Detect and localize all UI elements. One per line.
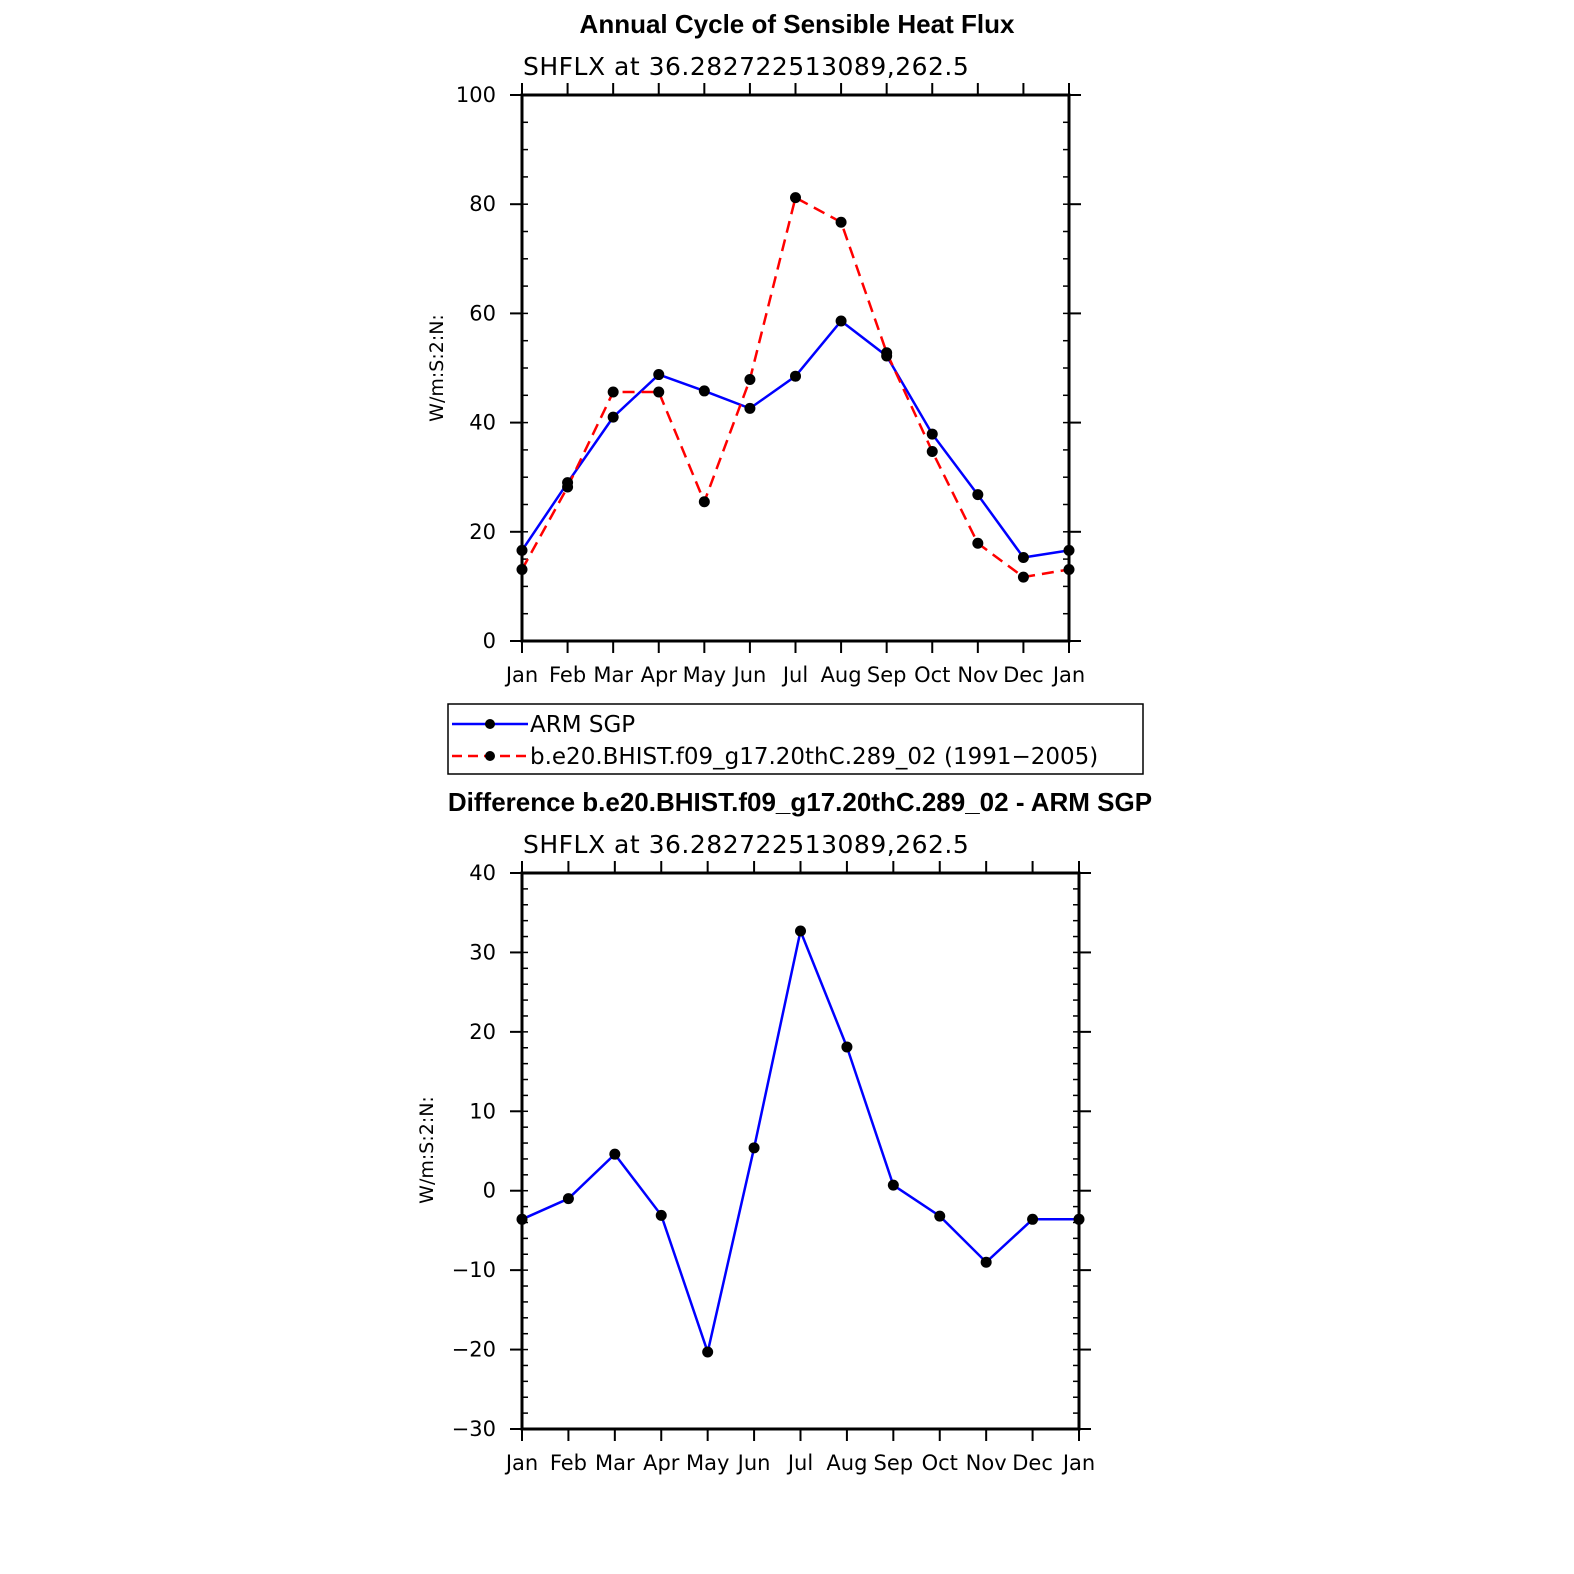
data-point-s0-1 bbox=[562, 1193, 574, 1205]
data-point-s1-2 bbox=[607, 386, 619, 398]
data-point-s0-4 bbox=[698, 385, 710, 397]
data-point-s0-12 bbox=[1063, 544, 1075, 556]
data-point-s1-1 bbox=[562, 481, 574, 493]
data-point-s1-7 bbox=[835, 216, 847, 228]
x-tick-label: Jan bbox=[504, 1451, 538, 1475]
x-tick-label: Apr bbox=[643, 1451, 680, 1475]
data-point-s0-10 bbox=[980, 1256, 992, 1268]
legend: ARM SGP b.e20.BHIST.f09_g17.20thC.289_02… bbox=[447, 703, 1144, 775]
annual-cycle-chart: Annual Cycle of Sensible Heat Flux SHFLX… bbox=[426, 9, 1085, 687]
x-tick-label: Jun bbox=[732, 663, 767, 687]
data-point-s0-4 bbox=[702, 1346, 714, 1358]
chart-subtitle: SHFLX at 36.282722513089,262.5 bbox=[523, 52, 969, 81]
x-tick-label: Oct bbox=[914, 663, 950, 687]
x-tick-label: Mar bbox=[595, 1451, 635, 1475]
y-tick-label: 60 bbox=[469, 301, 496, 325]
x-tick-label: Jun bbox=[736, 1451, 771, 1475]
difference-chart: Difference b.e20.BHIST.f09_g17.20thC.289… bbox=[416, 787, 1152, 1475]
data-point-s1-6 bbox=[790, 192, 801, 204]
x-tick-label: Jan bbox=[504, 663, 538, 687]
y-tick-label: 0 bbox=[483, 1179, 496, 1203]
x-tick-label: Jul bbox=[786, 1451, 813, 1475]
x-tick-label: Jul bbox=[781, 663, 808, 687]
data-point-s1-11 bbox=[1017, 571, 1029, 583]
data-point-s0-3 bbox=[653, 369, 665, 381]
y-tick-label: 0 bbox=[483, 629, 496, 653]
x-tick-label: Sep bbox=[874, 1451, 914, 1475]
data-point-s0-6 bbox=[795, 925, 806, 937]
x-tick-label: Feb bbox=[550, 1451, 587, 1475]
data-point-s1-5 bbox=[744, 373, 756, 385]
data-point-s0-8 bbox=[887, 1179, 899, 1191]
y-axis-label: W/m:S:2:N: bbox=[426, 314, 448, 422]
legend-box bbox=[447, 703, 1144, 775]
x-tick-label: Nov bbox=[966, 1451, 1007, 1475]
data-point-s0-2 bbox=[609, 1148, 621, 1160]
y-axis-label: W/m:S:2:N: bbox=[416, 1096, 438, 1204]
data-point-s0-10 bbox=[972, 489, 984, 501]
y-tick-label: 80 bbox=[469, 192, 496, 216]
y-tick-label: −20 bbox=[452, 1338, 496, 1362]
chart-title: Annual Cycle of Sensible Heat Flux bbox=[580, 9, 1015, 39]
x-tick-label: May bbox=[686, 1451, 729, 1475]
legend-marker-arm bbox=[485, 719, 495, 729]
data-point-s0-7 bbox=[835, 315, 847, 327]
y-tick-label: 40 bbox=[469, 411, 496, 435]
data-point-s0-5 bbox=[748, 1142, 760, 1154]
series-line-0 bbox=[520, 319, 1070, 559]
x-tick-label: Mar bbox=[593, 663, 633, 687]
chart-title: Difference b.e20.BHIST.f09_g17.20thC.289… bbox=[448, 787, 1152, 817]
x-tick-label: Aug bbox=[821, 663, 862, 687]
data-point-s0-11 bbox=[1027, 1213, 1039, 1225]
data-point-s0-5 bbox=[744, 402, 756, 414]
y-tick-label: 30 bbox=[469, 940, 496, 964]
data-point-s1-0 bbox=[516, 563, 528, 575]
legend-label-arm: ARM SGP bbox=[530, 712, 635, 738]
x-tick-label: Aug bbox=[826, 1451, 867, 1475]
data-point-s0-9 bbox=[934, 1210, 946, 1222]
x-tick-label: Oct bbox=[922, 1451, 958, 1475]
data-point-s0-9 bbox=[926, 428, 938, 440]
data-point-s1-12 bbox=[1063, 563, 1075, 575]
series-line-1 bbox=[520, 195, 1070, 579]
y-tick-label: 20 bbox=[469, 520, 496, 544]
data-point-s0-0 bbox=[516, 544, 528, 556]
y-tick-label: 100 bbox=[456, 83, 496, 107]
legend-marker-model bbox=[485, 751, 495, 761]
x-tick-label: Dec bbox=[1003, 663, 1044, 687]
data-point-s0-11 bbox=[1017, 551, 1029, 563]
plot-frame bbox=[520, 871, 1081, 1431]
data-point-s1-10 bbox=[972, 537, 984, 549]
y-tick-label: 10 bbox=[469, 1099, 496, 1123]
series-line-0 bbox=[521, 926, 1079, 1357]
plot-frame bbox=[520, 93, 1071, 643]
legend-label-model: b.e20.BHIST.f09_g17.20thC.289_02 (1991−2… bbox=[530, 744, 1098, 770]
data-point-s0-6 bbox=[790, 370, 801, 382]
data-point-s1-3 bbox=[653, 386, 665, 398]
chart-subtitle: SHFLX at 36.282722513089,262.5 bbox=[523, 830, 969, 859]
y-tick-label: 20 bbox=[469, 1020, 496, 1044]
y-tick-label: −30 bbox=[452, 1417, 496, 1441]
x-tick-label: Apr bbox=[641, 663, 678, 687]
x-tick-label: May bbox=[683, 663, 726, 687]
x-tick-label: Jan bbox=[1061, 1451, 1095, 1475]
x-tick-label: Feb bbox=[549, 663, 586, 687]
x-tick-label: Dec bbox=[1012, 1451, 1053, 1475]
data-point-s0-2 bbox=[607, 411, 619, 423]
data-point-s0-12 bbox=[1073, 1213, 1085, 1225]
x-tick-label: Jan bbox=[1051, 663, 1085, 687]
data-point-s1-4 bbox=[698, 496, 710, 508]
y-tick-label: 40 bbox=[469, 861, 496, 885]
data-point-s0-0 bbox=[516, 1213, 528, 1225]
data-point-s1-9 bbox=[926, 446, 938, 458]
x-tick-label: Nov bbox=[957, 663, 998, 687]
data-point-s1-8 bbox=[881, 347, 893, 359]
x-tick-label: Sep bbox=[867, 663, 907, 687]
data-point-s0-7 bbox=[841, 1041, 853, 1053]
data-point-s0-3 bbox=[655, 1209, 667, 1221]
y-tick-label: −10 bbox=[452, 1258, 496, 1282]
